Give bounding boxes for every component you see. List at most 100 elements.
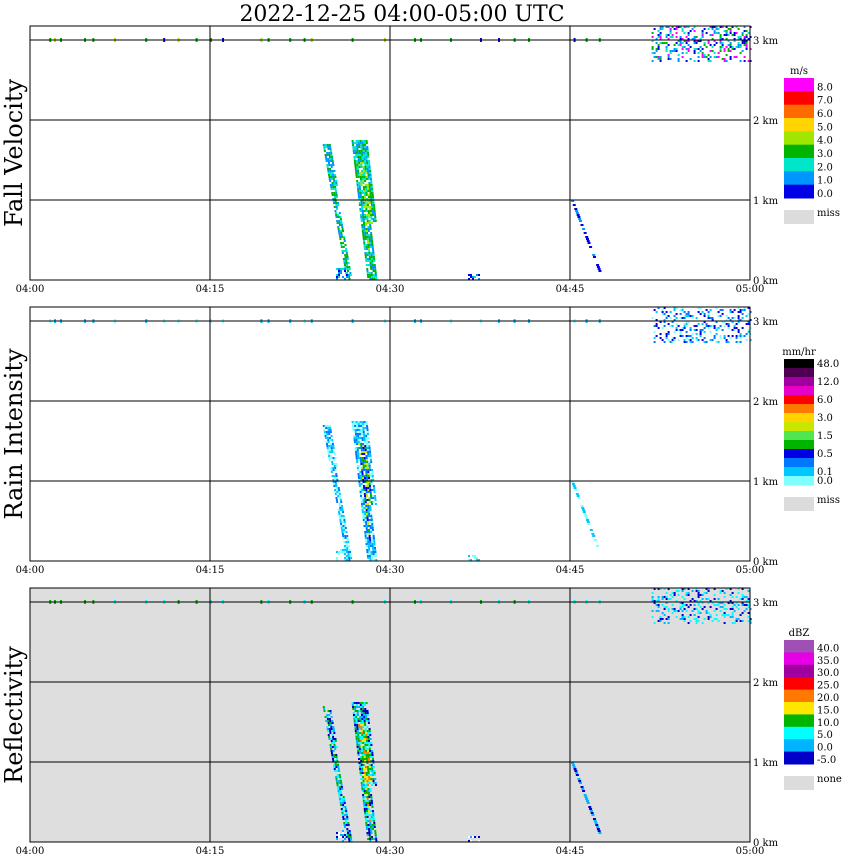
upper-cloud-echo [697, 48, 700, 50]
precip-shaft-echo [334, 174, 337, 176]
precip-core-echo [353, 722, 356, 724]
precip-core-echo [362, 710, 365, 712]
upper-cloud-echo [709, 26, 712, 28]
precip-core-echo [360, 196, 362, 198]
precip-shaft-echo [340, 784, 343, 786]
upper-cloud-echo [693, 38, 696, 40]
upper-cloud-echo [721, 26, 724, 28]
upper-cloud-echo [729, 608, 732, 610]
upper-cloud-echo [655, 610, 658, 612]
upper-cloud-echo [675, 317, 678, 319]
upper-cloud-echo [687, 38, 690, 40]
precip-core-echo [363, 457, 366, 459]
precip-core-echo [364, 517, 367, 519]
precip-core-echo [354, 164, 357, 166]
precip-core-echo [367, 455, 370, 457]
precip-core-echo [360, 202, 363, 204]
precip-core-echo [372, 555, 375, 557]
precip-core-echo [371, 806, 374, 808]
precip-core-echo [373, 770, 376, 772]
precip-core-echo [355, 738, 358, 740]
precip-shaft-echo [342, 525, 345, 527]
upper-cloud-echo [667, 598, 670, 600]
upper-cloud-echo [673, 309, 676, 311]
precip-shaft-echo [340, 246, 343, 248]
upper-cloud-echo [725, 339, 728, 341]
precip-core-echo [357, 736, 360, 738]
upper-cloud-echo [687, 48, 690, 50]
precip-core-echo [363, 804, 366, 806]
precip-shaft-echo [323, 148, 326, 150]
precip-core-echo [358, 485, 361, 487]
precip-shaft-echo [333, 756, 336, 758]
precip-shaft-echo [323, 429, 326, 431]
precip-core-echo [364, 234, 367, 236]
precip-shaft-echo [334, 190, 337, 192]
precip-shaft-echo [340, 808, 343, 810]
precip-core-echo [365, 248, 368, 250]
precip-shaft-echo [340, 242, 343, 244]
upper-cloud-echo [675, 36, 678, 38]
precip-core-echo [357, 750, 360, 752]
upper-cloud-echo [723, 337, 726, 339]
precip-shaft-echo [344, 266, 347, 268]
precip-shaft-echo [338, 774, 341, 776]
precip-shaft-echo [343, 240, 346, 242]
upper-cloud-echo [653, 600, 656, 602]
precip-core-echo [353, 160, 356, 162]
precip-shaft-echo [323, 146, 326, 148]
precip-core-echo [365, 172, 368, 174]
precip-core-echo [361, 734, 364, 736]
precip-shaft-echo [341, 521, 344, 523]
precip-core-echo [366, 216, 369, 218]
upper-cloud-echo [675, 32, 678, 34]
precip-shaft-echo [337, 495, 340, 497]
precip-shaft-echo [331, 756, 334, 758]
precip-core-echo [362, 497, 365, 499]
precip-core-echo [366, 447, 369, 449]
precip-shaft-echo [345, 531, 348, 533]
upper-cloud-echo [675, 307, 678, 309]
precip-core-echo [369, 246, 372, 248]
precip-core-echo [362, 782, 365, 784]
upper-cloud-echo [719, 309, 722, 311]
precip-core-echo [369, 768, 372, 770]
precip-shaft-echo [332, 186, 335, 188]
colorbar-label: 8.0 [817, 82, 833, 93]
upper-cloud-echo [683, 317, 686, 319]
precip-core-echo [362, 232, 365, 234]
upper-cloud-echo [723, 592, 726, 594]
upper-cloud-echo [709, 56, 712, 58]
upper-cloud-echo [731, 311, 734, 313]
precip-core-echo [364, 796, 367, 798]
precip-core-echo [362, 204, 365, 206]
x-tick-label: 04:15 [196, 565, 225, 576]
precip-core-echo [367, 790, 370, 792]
precip-core-echo [363, 421, 366, 423]
precip-core-echo [363, 140, 366, 142]
colorbar-swatch [784, 118, 814, 132]
precip-shaft-echo [335, 465, 338, 467]
upper-cloud-echo [717, 315, 720, 317]
precip-core-echo [369, 228, 372, 230]
colorbar-swatch [784, 476, 814, 486]
y-tick-label: 1 km [753, 477, 779, 488]
surface-echo [478, 274, 480, 276]
precip-shaft-echo [340, 220, 343, 222]
precip-core-echo [368, 513, 371, 515]
precip-core-echo [362, 236, 365, 238]
precip-shaft-echo [338, 515, 341, 517]
precip-core-echo [370, 798, 373, 800]
upper-cloud-echo [737, 618, 740, 620]
precip-core-echo [367, 529, 370, 531]
precip-core-echo [367, 541, 370, 543]
precip-core-echo [358, 742, 361, 744]
upper-cloud-echo [667, 333, 670, 335]
surface-echo [344, 834, 346, 836]
upper-cloud-echo [731, 606, 734, 608]
precip-core-echo [361, 509, 364, 511]
upper-cloud-echo [707, 311, 710, 313]
upper-cloud-echo [679, 618, 682, 620]
precip-core-echo [356, 433, 359, 435]
fall-streak-echo [585, 238, 589, 240]
